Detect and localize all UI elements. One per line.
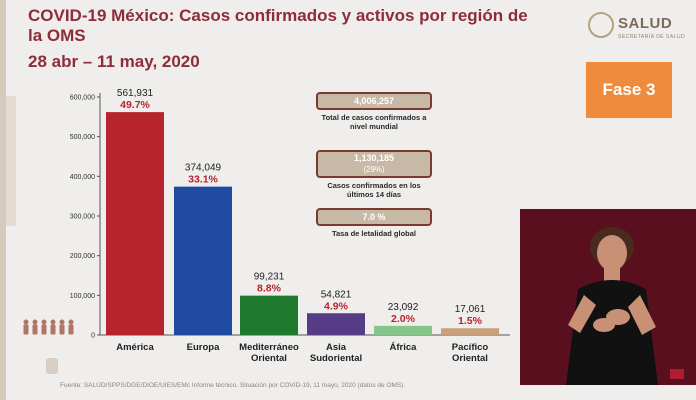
stat-fatality-label: Tasa de letalidad global bbox=[331, 229, 417, 238]
coat-of-arms-icon bbox=[588, 12, 614, 38]
sign-language-interpreter-video bbox=[520, 209, 696, 385]
stat-world-total-value: 4,006,257 bbox=[316, 92, 432, 110]
bar-percent-label: 8.8% bbox=[257, 283, 282, 295]
bar-value-label: 99,231 bbox=[254, 272, 285, 283]
x-tick-label: Mediterráneo bbox=[239, 342, 299, 353]
team-players-decoration bbox=[23, 319, 74, 335]
bar-percent-label: 4.9% bbox=[324, 300, 349, 312]
bar bbox=[240, 295, 298, 335]
source-footnote: Fuente: SALUD/SPPS/DGE/DIOE/UIES/EMc Inf… bbox=[60, 382, 406, 389]
bar-percent-label: 2.0% bbox=[391, 313, 416, 325]
y-tick-label: 200,000 bbox=[70, 253, 95, 260]
stat-fatality-value: 7.0 % bbox=[316, 208, 432, 226]
x-tick-label: Asia bbox=[326, 342, 347, 353]
bar-percent-label: 49.7% bbox=[120, 99, 150, 111]
bar-value-label: 23,092 bbox=[388, 302, 419, 313]
y-tick-label: 100,000 bbox=[70, 293, 95, 300]
stat-world-total: 4,006,257 Total de casos confirmados a n… bbox=[316, 92, 432, 131]
left-accent-stripe bbox=[0, 0, 6, 400]
y-tick-label: 500,000 bbox=[70, 134, 95, 141]
bar bbox=[174, 186, 232, 335]
x-tick-label: Oriental bbox=[251, 353, 287, 364]
phase-badge: Fase 3 bbox=[586, 62, 672, 118]
bar-value-label: 561,931 bbox=[117, 88, 154, 99]
stat-14-days-label: Casos confirmados en los últimos 14 días bbox=[327, 181, 421, 199]
bar bbox=[307, 313, 365, 335]
date-range: 28 abr – 11 may, 2020 bbox=[28, 52, 200, 71]
salud-logo-text: SALUD bbox=[618, 15, 673, 32]
stat-14-days-value: 1,130,185 bbox=[353, 153, 395, 163]
salud-logo: SALUD SECRETARÍA DE SALUD bbox=[588, 12, 688, 46]
bar bbox=[374, 325, 432, 335]
x-tick-label: América bbox=[116, 342, 154, 353]
stat-fatality: 7.0 % Tasa de letalidad global bbox=[316, 208, 432, 238]
x-tick-label: Oriental bbox=[452, 353, 488, 364]
bar-percent-label: 1.5% bbox=[458, 315, 483, 327]
x-tick-label: Pacífico bbox=[452, 342, 489, 353]
watermark-icon bbox=[46, 358, 58, 374]
bar-value-label: 54,821 bbox=[321, 289, 352, 300]
stat-14-days-percent: (29%) bbox=[363, 165, 385, 174]
page-title: COVID-19 México: Casos confirmados y act… bbox=[28, 6, 528, 45]
bar-percent-label: 33.1% bbox=[188, 174, 218, 186]
stat-14-days: 1,130,185 (29%) Casos confirmados en los… bbox=[316, 150, 432, 199]
bar-value-label: 17,061 bbox=[455, 304, 486, 315]
y-tick-label: 600,000 bbox=[70, 95, 95, 102]
x-tick-label: Europa bbox=[187, 342, 220, 353]
stat-14-days-box: 1,130,185 (29%) bbox=[316, 150, 432, 178]
stat-world-total-label: Total de casos confirmados a nivel mundi… bbox=[321, 113, 427, 131]
bar-value-label: 374,049 bbox=[185, 163, 222, 174]
x-tick-label: África bbox=[390, 342, 418, 353]
x-tick-label: Sudoriental bbox=[310, 353, 362, 364]
y-tick-label: 300,000 bbox=[70, 214, 95, 221]
left-accent-pattern bbox=[6, 96, 16, 226]
bar bbox=[106, 112, 164, 335]
interpreter-figure bbox=[520, 209, 696, 385]
bar bbox=[441, 328, 499, 335]
y-tick-label: 0 bbox=[91, 333, 95, 340]
salud-logo-subtitle: SECRETARÍA DE SALUD bbox=[618, 34, 686, 40]
y-tick-label: 400,000 bbox=[70, 174, 95, 181]
